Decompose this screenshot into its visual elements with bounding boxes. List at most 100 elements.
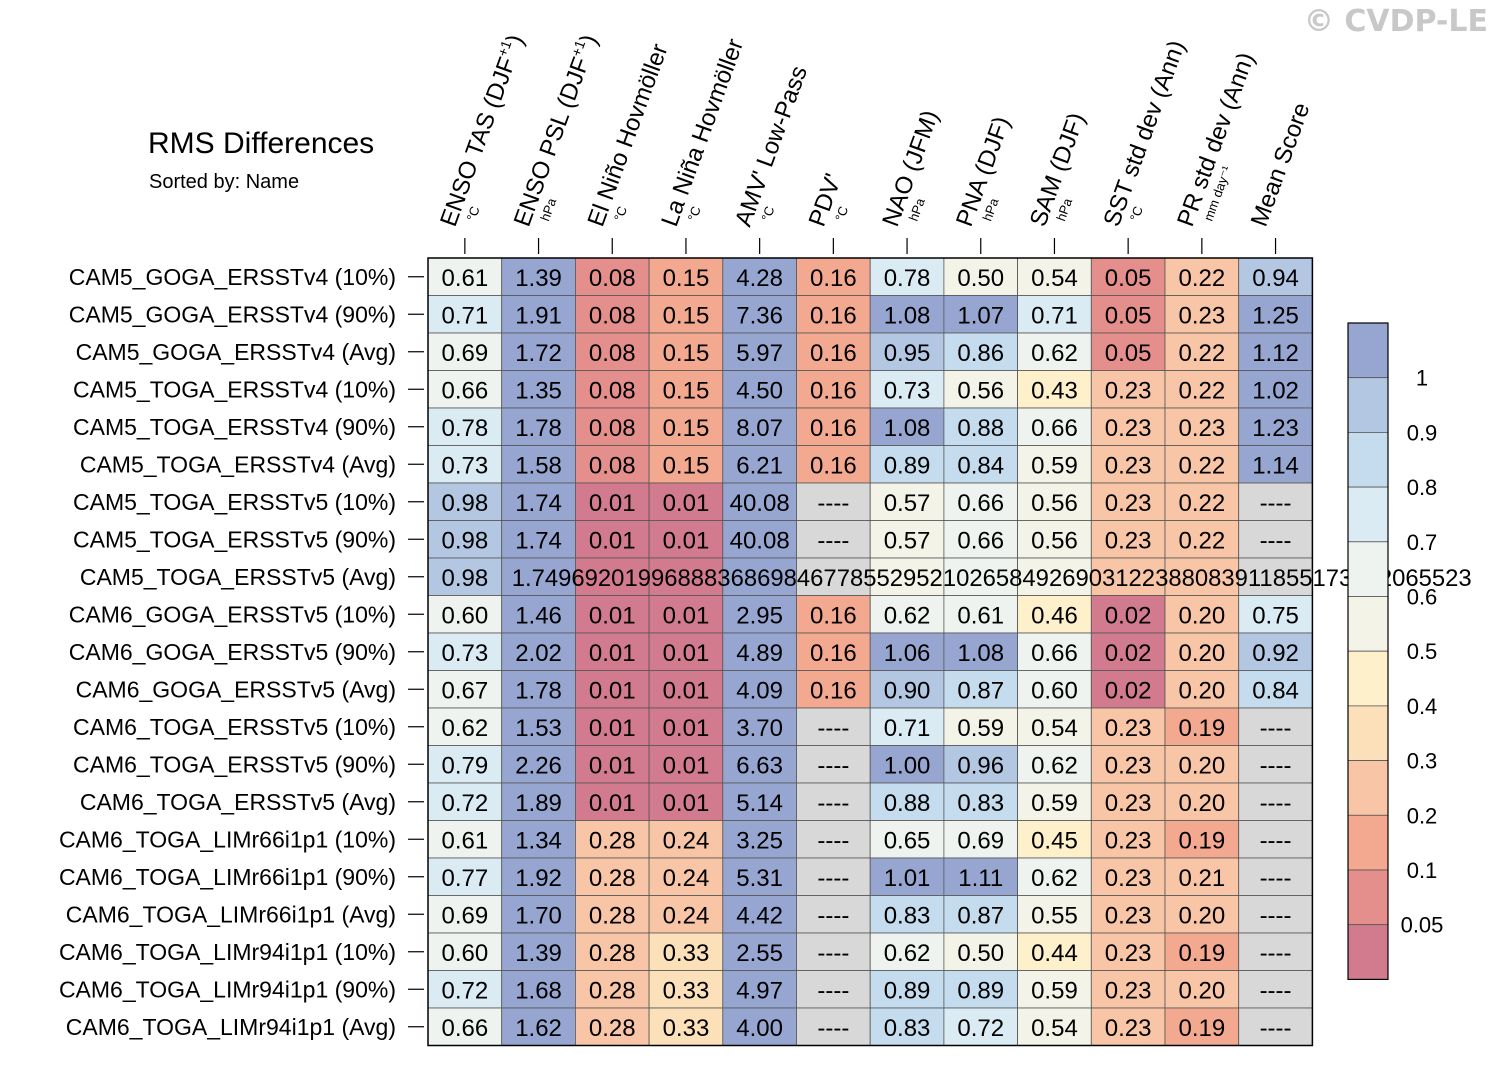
table-cell (427, 1007, 503, 1046)
row-label: CAM5_GOGA_ERSSTv4 (90%) (69, 301, 396, 327)
table-cell (796, 407, 871, 446)
table-cell (501, 670, 576, 709)
cell-value: 1.74 (515, 527, 562, 554)
row-label: CAM6_TOGA_ERSSTv5 (10%) (73, 714, 396, 740)
cell-value: 0.08 (589, 302, 636, 329)
table-cell (501, 445, 576, 484)
table-cell (1017, 820, 1092, 859)
cell-value: 4.09 (736, 677, 783, 704)
watermark: © CVDP-LE (1303, 4, 1488, 39)
table-cell (1238, 257, 1313, 296)
table-cell (1090, 932, 1166, 971)
cell-value: 0.01 (589, 640, 636, 667)
table-cell (1238, 632, 1313, 671)
cell-value: 0.33 (663, 940, 710, 967)
chart-title: RMS Differences (148, 127, 375, 160)
table-cell (1090, 445, 1166, 484)
cell-value: 1.91 (515, 302, 562, 329)
cell-value: ---- (1260, 940, 1292, 967)
table-cell (1164, 595, 1240, 634)
row-label: CAM6_TOGA_LIMr94i1p1 (Avg) (66, 1014, 396, 1040)
cell-value: 0.08 (589, 340, 636, 367)
table-cell (943, 445, 1019, 484)
table-cell (796, 707, 871, 746)
cell-value: 0.01 (663, 790, 710, 817)
cell-value: 5.97 (736, 340, 783, 367)
table-cell (869, 745, 945, 784)
table-cell (796, 295, 871, 334)
table-cell (943, 632, 1019, 671)
cell-value: 0.23 (1105, 827, 1152, 854)
colorbar-label: 0.6 (1407, 585, 1438, 610)
cell-value: 0.84 (1252, 677, 1299, 704)
cell-value: ---- (817, 977, 849, 1004)
table-cell (501, 857, 576, 896)
cell-value: 2.55 (736, 940, 783, 967)
table-cell (796, 332, 871, 371)
table-cell (648, 520, 724, 559)
cell-value: 0.16 (810, 302, 857, 329)
cell-value: 0.23 (1105, 940, 1152, 967)
cell-value: 0.89 (957, 977, 1004, 1004)
cell-value: 0.83 (957, 790, 1004, 817)
table-cell (943, 1007, 1019, 1046)
table-cell (1164, 782, 1240, 821)
colorbar-segment (1347, 596, 1389, 652)
cell-value: 0.01 (589, 527, 636, 554)
cell-value: 0.02 (1105, 602, 1152, 629)
cell-value: 1.78 (515, 415, 562, 442)
cell-value: 0.01 (589, 490, 636, 517)
cell-value: 1.23 (1252, 415, 1299, 442)
cell-value: 1.06 (884, 640, 931, 667)
cell-value: 0.28 (589, 940, 636, 967)
column-unit: °C (611, 204, 630, 223)
cell-value: ---- (1260, 1015, 1292, 1042)
cell-value: ---- (817, 790, 849, 817)
cell-value: 0.69 (441, 340, 488, 367)
colorbar-label: 0.1 (1407, 858, 1438, 883)
table-cell (575, 932, 650, 971)
cell-value: 0.20 (1178, 902, 1225, 929)
cell-value: 0.15 (663, 415, 710, 442)
table-cell (869, 370, 945, 409)
table-cell (722, 557, 797, 596)
table-cell (1164, 557, 1240, 596)
table-cell (427, 670, 503, 709)
cell-value: 7.36 (736, 302, 783, 329)
cell-value: 0.71 (1031, 302, 1078, 329)
cell-value: ---- (817, 827, 849, 854)
table-cell (427, 407, 503, 446)
table-cell (501, 745, 576, 784)
cell-value: 0.15 (663, 377, 710, 404)
table-cell (427, 895, 503, 934)
table-cell (648, 895, 724, 934)
table-cell (1238, 557, 1313, 596)
table-cell (1017, 970, 1092, 1009)
cell-value: 1.72 (515, 340, 562, 367)
cell-value: 1.12 (1252, 340, 1299, 367)
cell-value: 1.00 (884, 752, 931, 779)
cell-value: 0.92 (1252, 640, 1299, 667)
table-cell (1090, 895, 1166, 934)
row-label: CAM5_GOGA_ERSSTv4 (Avg) (76, 339, 396, 365)
table-cell (1090, 520, 1166, 559)
table-cell (1017, 932, 1092, 971)
cell-value: 0.62 (884, 602, 931, 629)
cell-value: 4.00 (736, 1015, 783, 1042)
table-cell (575, 595, 650, 634)
table-cell (1017, 632, 1092, 671)
colorbar-segment (1347, 431, 1389, 488)
cell-value: 0.01 (663, 640, 710, 667)
cell-value: 0.02 (1105, 640, 1152, 667)
cell-value: ---- (1260, 827, 1292, 854)
cell-value: 0.33 (663, 977, 710, 1004)
table-cell (648, 332, 724, 371)
table-cell (648, 482, 724, 521)
table-cell (1090, 370, 1166, 409)
cell-value: 0.56 (957, 377, 1004, 404)
table-cell (869, 632, 945, 671)
table-cell (1238, 1007, 1313, 1046)
table-cell (943, 895, 1019, 934)
table-cell (1164, 257, 1240, 296)
cell-value: 0.59 (1031, 977, 1078, 1004)
